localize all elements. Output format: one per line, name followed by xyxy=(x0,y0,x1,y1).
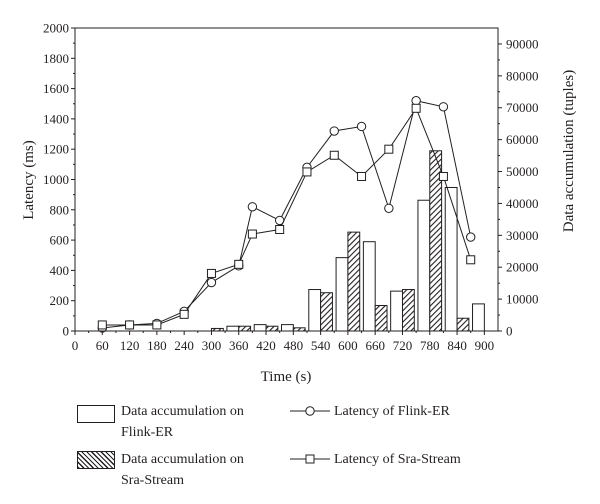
y-left-tick-label: 200 xyxy=(50,293,70,308)
legend-label-line1: Latency of Sra-Stream xyxy=(334,452,461,467)
bar-flink-er xyxy=(226,325,240,332)
bar-sra-stream xyxy=(374,304,388,332)
x-tick-label: 720 xyxy=(393,338,413,353)
point-sra-stream-latency xyxy=(234,259,244,269)
x-tick-label: 660 xyxy=(365,338,385,353)
point-sra-stream-latency xyxy=(179,309,189,319)
x-tick-label: 600 xyxy=(338,338,358,353)
bars-layer xyxy=(210,150,485,332)
y-left-tick-label: 1400 xyxy=(43,111,69,126)
x-tick-label: 120 xyxy=(120,338,140,353)
bar-sra-stream xyxy=(238,325,252,332)
point-flink-er-latency xyxy=(466,232,476,242)
legend-label-line1: Data accumulation on xyxy=(121,404,244,419)
y-right-tick-label: 20000 xyxy=(506,260,539,275)
x-tick-label: 420 xyxy=(256,338,276,353)
x-tick-label: 780 xyxy=(420,338,440,353)
bar-flink-er xyxy=(335,257,349,332)
bar-flink-er xyxy=(280,324,294,332)
y-left-tick-label: 0 xyxy=(63,324,70,339)
point-flink-er-latency xyxy=(438,102,449,112)
legend-label-sra-stream-bars: Data accumulation on Sra-Stream xyxy=(121,449,244,491)
legend-swatch-sra-stream-bars xyxy=(77,451,115,469)
legend-label-line1: Latency of Flink-ER xyxy=(334,404,450,419)
point-sra-stream-latency xyxy=(357,171,367,181)
x-tick-label: 900 xyxy=(475,338,495,353)
point-flink-er-latency xyxy=(384,203,394,213)
point-sra-stream-latency xyxy=(275,224,285,234)
point-flink-er-latency xyxy=(411,96,421,106)
y-right-tick-label: 0 xyxy=(506,324,513,339)
legend-label-line2: Sra-Stream xyxy=(121,473,184,488)
y-right-tick-label: 50000 xyxy=(506,164,539,179)
point-sra-stream-latency xyxy=(125,320,135,330)
y-right-tick-label: 40000 xyxy=(506,196,539,211)
bar-flink-er xyxy=(417,199,431,332)
point-flink-er-latency xyxy=(206,277,217,288)
x-tick-label: 0 xyxy=(72,338,79,353)
y-left-tick-label: 1600 xyxy=(43,81,69,96)
point-sra-stream-latency xyxy=(206,268,216,278)
y-left-tick-label: 800 xyxy=(50,202,70,217)
point-sra-stream-latency xyxy=(411,103,421,113)
bar-flink-er xyxy=(253,324,267,332)
line-sra-stream-latency xyxy=(102,107,472,326)
point-sra-stream-latency xyxy=(302,167,312,177)
x-tick-label: 60 xyxy=(96,338,109,353)
y-axis-left-label: Latency (ms) xyxy=(21,140,37,220)
y-right-tick-label: 60000 xyxy=(506,132,539,147)
y-right-tick-label: 90000 xyxy=(506,36,539,51)
y-right-tick-label: 80000 xyxy=(506,68,539,83)
bar-flink-er xyxy=(390,290,403,332)
bar-flink-er xyxy=(472,303,485,332)
y-axis-right-label: Data accumulation (tuples) xyxy=(561,70,577,232)
point-sra-stream-latency xyxy=(438,171,448,181)
x-tick-label: 540 xyxy=(311,338,331,353)
legend-label-line2: Flink-ER xyxy=(121,425,174,440)
y-right-tick-label: 30000 xyxy=(506,228,539,243)
y-left-tick-label: 1200 xyxy=(43,142,69,157)
point-sra-stream-latency xyxy=(247,229,257,239)
y-left-tick-label: 600 xyxy=(50,233,70,248)
point-sra-stream-latency xyxy=(152,320,162,330)
bar-flink-er xyxy=(444,186,458,332)
y-left-tick-label: 1800 xyxy=(43,51,69,66)
point-flink-er-latency xyxy=(356,121,367,132)
bar-flink-er xyxy=(308,289,322,332)
axes-layer: 0 60 120 180 240 300 360 420 480 540 600 660 720 780 8… xyxy=(43,21,539,354)
x-tick-label: 840 xyxy=(447,338,467,353)
x-tick-label: 300 xyxy=(202,338,222,353)
legend-label-flink-er-latency: Latency of Flink-ER xyxy=(334,401,450,422)
legend-label-sra-stream-latency: Latency of Sra-Stream xyxy=(334,449,461,470)
bar-sra-stream xyxy=(347,231,361,332)
lines-layer xyxy=(97,96,476,333)
x-tick-label: 360 xyxy=(229,338,249,353)
point-flink-er-latency xyxy=(247,202,258,212)
y-left-tick-label: 1000 xyxy=(43,172,69,187)
legend-marker-sra-stream-latency xyxy=(290,454,330,464)
y-right-tick-label: 10000 xyxy=(506,292,539,307)
y-left-tick-label: 400 xyxy=(50,263,70,278)
x-tick-label: 180 xyxy=(147,338,167,353)
bar-flink-er xyxy=(362,241,376,332)
legend-label-flink-er-bars: Data accumulation on Flink-ER xyxy=(121,401,244,443)
bar-sra-stream xyxy=(401,289,415,332)
x-tick-label: 480 xyxy=(284,338,304,353)
legend-marker-flink-er-latency xyxy=(290,406,330,416)
point-sra-stream-latency xyxy=(329,150,339,160)
point-flink-er-latency xyxy=(329,126,339,136)
point-sra-stream-latency xyxy=(466,255,476,265)
legend-label-line1: Data accumulation on xyxy=(121,452,244,467)
y-left-tick-label: 2000 xyxy=(43,21,69,36)
x-tick-label: 240 xyxy=(174,338,194,353)
bar-sra-stream xyxy=(320,292,333,332)
point-sra-stream-latency xyxy=(384,144,394,154)
x-axis-label: Time (s) xyxy=(261,369,312,385)
y-right-tick-label: 70000 xyxy=(506,100,539,115)
bar-sra-stream xyxy=(265,325,279,332)
legend-swatch-flink-er-bars xyxy=(77,405,115,423)
bar-sra-stream xyxy=(456,317,470,332)
point-sra-stream-latency xyxy=(97,320,107,330)
